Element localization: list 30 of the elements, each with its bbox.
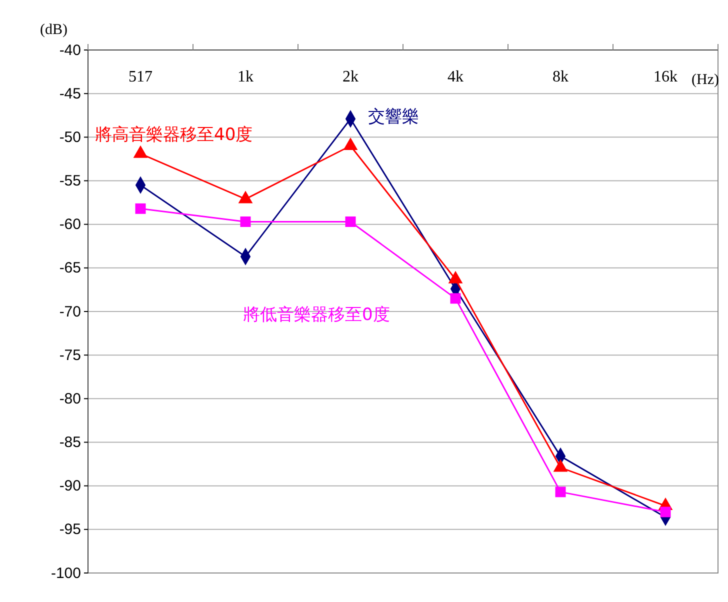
- text: 將低音樂器移至0度: [243, 305, 390, 325]
- y-tick-label: -50: [59, 128, 81, 146]
- point: [345, 216, 356, 227]
- x-tick-label: 16k: [654, 68, 678, 86]
- y-tick-label: -95: [59, 521, 81, 538]
- y-tick-label: -40: [59, 42, 81, 59]
- x-tick-label: 8k: [552, 68, 568, 86]
- point: [555, 486, 566, 498]
- point: [135, 203, 146, 214]
- y-tick-label: -80: [59, 390, 81, 408]
- y-tick-label: -45: [59, 85, 81, 102]
- y-tick-label: -85: [59, 434, 81, 452]
- series-label: 交響樂: [368, 107, 419, 127]
- y-tick-label: -65: [59, 260, 81, 277]
- point: [450, 293, 461, 304]
- y-tick-label: -70: [59, 303, 81, 320]
- point: [660, 506, 671, 518]
- x-tick-label: 1k: [238, 68, 254, 86]
- x-tick-label: 4k: [448, 68, 464, 86]
- y-tick-label: -90: [59, 478, 81, 495]
- x-tick-label: 517: [128, 68, 152, 86]
- x-tick-label: 2k: [342, 68, 358, 86]
- x-axis-title: (Hz): [692, 72, 719, 88]
- y-tick-label: -55: [59, 172, 81, 190]
- y-axis-title: (dB): [40, 22, 68, 38]
- y-tick-label: -60: [59, 216, 81, 234]
- point: [240, 216, 251, 227]
- y-tick-label: -100: [50, 564, 81, 582]
- y-tick-label: -75: [59, 346, 81, 364]
- series-label: 將高音樂器移至40度: [95, 125, 253, 145]
